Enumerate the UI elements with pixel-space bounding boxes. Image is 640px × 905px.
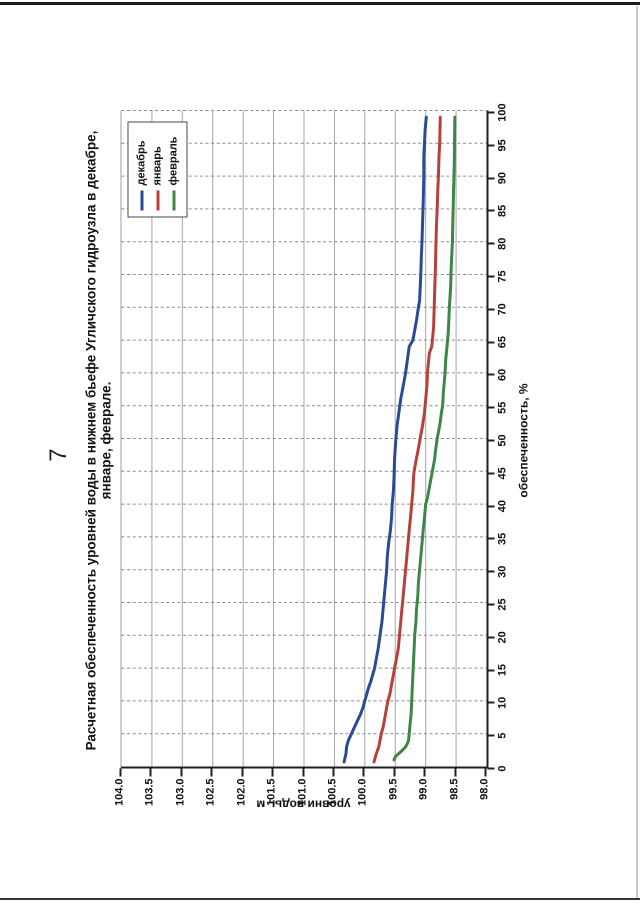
x-tick-mark <box>487 111 494 113</box>
x-tick-mark <box>487 570 494 573</box>
x-tick-label: 90 <box>496 171 508 184</box>
legend-item-december: декабрь <box>133 128 149 210</box>
plot-area: декабрь январь февраль <box>120 109 488 768</box>
y-tick-label: 103.0 <box>173 778 186 806</box>
chart-title: Расчетная обеспеченность уровней воды в … <box>83 112 113 768</box>
series-line-2-февраль <box>392 115 456 761</box>
scan-edge-bottom <box>0 898 640 900</box>
x-tick-mark <box>487 439 494 441</box>
y-tick-label: 100.0 <box>356 778 369 806</box>
chart-title-line1: Расчетная обеспеченность уровней воды в … <box>83 130 98 750</box>
y-tick-mark <box>271 768 274 776</box>
x-tick-label: 45 <box>496 466 508 479</box>
x-tick-label: 60 <box>496 368 508 381</box>
x-tick-mark <box>487 603 494 605</box>
x-tick-label: 15 <box>496 663 508 676</box>
x-tick-label: 5 <box>496 732 508 739</box>
y-tick-label: 98.5 <box>447 778 460 800</box>
legend-line-sample-january <box>155 190 159 210</box>
x-tick-mark <box>487 635 494 638</box>
x-tick-mark <box>487 767 494 769</box>
y-tick-mark <box>240 768 243 776</box>
y-tick-label: 104.0 <box>113 778 125 806</box>
x-tick-mark <box>487 340 494 343</box>
x-tick-label: 50 <box>496 433 508 447</box>
legend-label-february: февраль <box>167 136 179 185</box>
y-tick-mark <box>331 768 334 776</box>
legend-line-sample-february <box>171 190 175 210</box>
x-tick-label: 70 <box>496 302 508 315</box>
x-tick-label: 100 <box>496 102 508 122</box>
y-tick-mark <box>210 768 213 776</box>
scan-edge-right <box>636 6 638 898</box>
x-tick-mark <box>487 373 494 376</box>
x-tick-label: 20 <box>496 630 508 643</box>
x-tick-mark <box>487 143 494 146</box>
x-tick-label: 25 <box>496 597 508 611</box>
x-tick-mark <box>487 242 494 245</box>
x-tick-mark <box>487 209 494 212</box>
x-tick-label: 65 <box>496 335 508 348</box>
x-tick-label: 55 <box>496 401 508 414</box>
y-tick-label: 103.5 <box>143 778 156 806</box>
y-tick-mark <box>149 768 152 776</box>
chart-title-line2: январе, феврале. <box>98 381 113 499</box>
y-tick-mark <box>301 768 304 776</box>
y-tick-mark <box>423 768 426 776</box>
y-tick-label: 102.0 <box>234 778 247 806</box>
y-tick-label: 101.5 <box>265 778 278 806</box>
x-tick-mark <box>487 701 494 704</box>
y-tick-mark <box>392 768 395 776</box>
x-tick-mark <box>487 406 494 409</box>
y-tick-mark <box>484 768 486 776</box>
x-axis-title: обеспеченность, % <box>516 382 530 498</box>
x-tick-mark <box>487 307 494 310</box>
x-tick-label: 30 <box>496 565 508 578</box>
x-tick-label: 0 <box>496 764 508 772</box>
x-tick-mark <box>487 176 494 179</box>
x-tick-label: 95 <box>496 138 508 151</box>
x-tick-label: 80 <box>496 237 508 250</box>
series-line-0-декабрь <box>342 115 428 763</box>
y-tick-mark <box>362 768 365 776</box>
x-tick-mark <box>487 471 494 474</box>
chart-container: Расчетная обеспеченность уровней воды в … <box>80 98 535 818</box>
x-tick-mark <box>487 275 494 277</box>
legend: декабрь январь февраль <box>127 121 187 217</box>
y-tick-label: 101.0 <box>295 778 308 806</box>
x-tick-label: 40 <box>496 499 508 512</box>
y-tick-mark <box>119 768 121 776</box>
page-number: 7 <box>45 448 72 462</box>
y-tick-label: 98.0 <box>478 778 490 800</box>
y-tick-mark <box>453 768 456 776</box>
plot-canvas <box>121 109 486 766</box>
x-tick-mark <box>487 668 494 671</box>
y-tick-label: 99.0 <box>417 778 430 800</box>
x-tick-label: 75 <box>496 269 508 283</box>
x-tick-mark <box>487 734 494 737</box>
legend-item-january: январь <box>149 128 165 210</box>
x-tick-mark <box>487 504 494 507</box>
y-tick-label: 102.5 <box>204 778 217 806</box>
series-line-1-январь <box>372 115 442 763</box>
x-tick-label: 85 <box>496 204 508 217</box>
y-tick-label: 99.5 <box>386 778 399 800</box>
x-tick-mark <box>487 537 494 540</box>
legend-label-december: декабрь <box>135 140 147 185</box>
y-tick-label: 100.5 <box>325 778 338 806</box>
x-tick-label: 35 <box>496 532 508 545</box>
legend-item-february: февраль <box>165 128 181 210</box>
legend-line-sample-december <box>139 190 143 210</box>
scan-edge-top <box>0 2 640 5</box>
y-tick-mark <box>179 768 182 776</box>
legend-label-january: январь <box>151 145 163 185</box>
x-tick-label: 10 <box>496 696 508 709</box>
